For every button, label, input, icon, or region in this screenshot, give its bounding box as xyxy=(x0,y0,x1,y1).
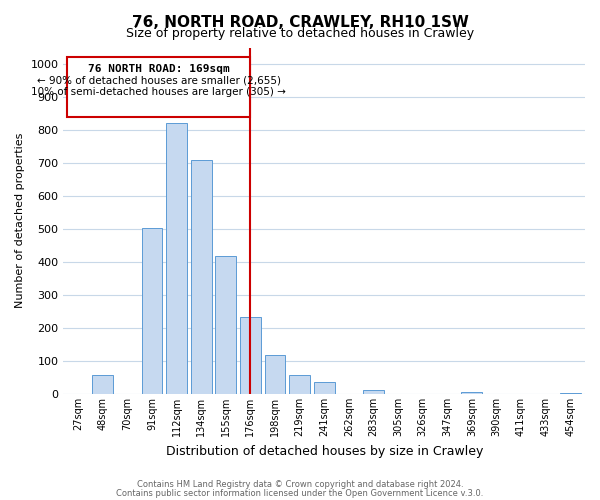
Text: 10% of semi-detached houses are larger (305) →: 10% of semi-detached houses are larger (… xyxy=(31,87,286,97)
Text: ← 90% of detached houses are smaller (2,655): ← 90% of detached houses are smaller (2,… xyxy=(37,76,281,86)
Bar xyxy=(314,382,335,394)
X-axis label: Distribution of detached houses by size in Crawley: Distribution of detached houses by size … xyxy=(166,444,483,458)
Text: Contains HM Land Registry data © Crown copyright and database right 2024.: Contains HM Land Registry data © Crown c… xyxy=(137,480,463,489)
Text: Size of property relative to detached houses in Crawley: Size of property relative to detached ho… xyxy=(126,28,474,40)
Y-axis label: Number of detached properties: Number of detached properties xyxy=(15,133,25,308)
Text: 76 NORTH ROAD: 169sqm: 76 NORTH ROAD: 169sqm xyxy=(88,64,229,74)
Bar xyxy=(191,160,212,394)
Bar xyxy=(265,355,286,394)
Bar xyxy=(363,390,384,394)
Bar xyxy=(215,256,236,394)
Bar xyxy=(166,124,187,394)
Bar xyxy=(142,228,163,394)
Bar xyxy=(461,392,482,394)
FancyBboxPatch shape xyxy=(67,58,250,117)
Text: Contains public sector information licensed under the Open Government Licence v.: Contains public sector information licen… xyxy=(116,488,484,498)
Bar xyxy=(92,375,113,394)
Bar xyxy=(560,393,581,394)
Bar xyxy=(289,375,310,394)
Text: 76, NORTH ROAD, CRAWLEY, RH10 1SW: 76, NORTH ROAD, CRAWLEY, RH10 1SW xyxy=(131,15,469,30)
Bar xyxy=(240,317,261,394)
